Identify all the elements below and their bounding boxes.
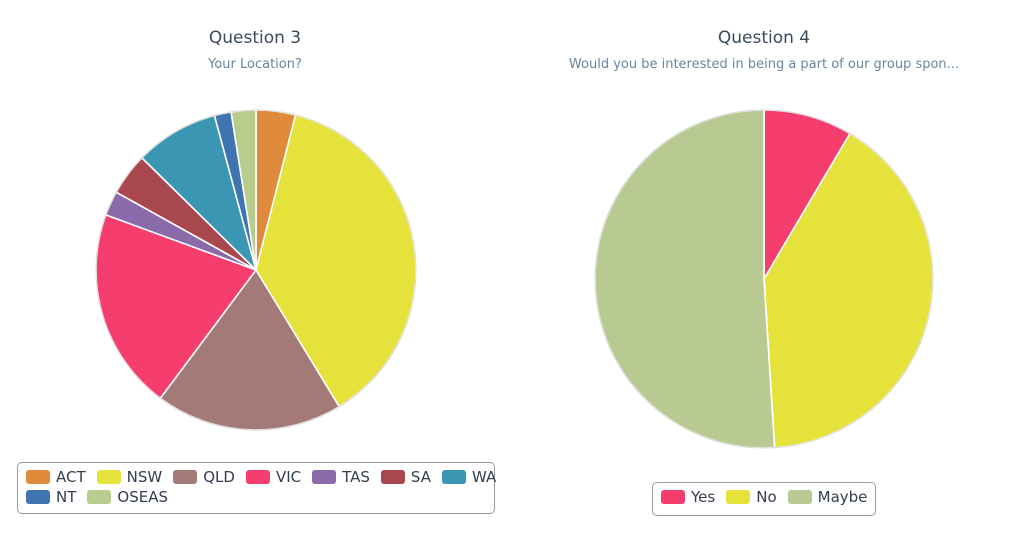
legend-label: OSEAS [117,488,168,506]
legend-item-oseas[interactable]: OSEAS [87,488,168,506]
chart-2-title: Question 4 [717,28,811,48]
legend-row: ACT NSW QLD VIC TAS SA WA [26,467,496,487]
legend-swatch [87,490,112,504]
legend-label: NT [56,488,77,506]
chart-1-pie [95,109,417,431]
legend-item-maybe[interactable]: Maybe [787,488,868,506]
legend-row: Yes No Maybe [661,487,867,507]
legend-swatch [441,470,466,484]
legend-item-tas[interactable]: TAS [312,468,370,486]
legend-label: QLD [203,468,235,486]
chart-2-legend: Yes No Maybe [652,482,876,516]
legend-label: TAS [342,468,370,486]
legend-item-act[interactable]: ACT [26,468,86,486]
legend-swatch [312,470,337,484]
pie-outline [95,109,417,431]
legend-item-qld[interactable]: QLD [173,468,235,486]
legend-item-yes[interactable]: Yes [661,488,715,506]
legend-label: Yes [691,488,716,506]
legend-item-sa[interactable]: SA [380,468,431,486]
legend-swatch [787,490,812,504]
legend-swatch [26,470,50,484]
pie-slice-maybe[interactable] [594,109,776,449]
legend-item-no[interactable]: No [726,488,777,506]
legend-label: WA [471,468,497,486]
legend-swatch [173,470,198,484]
chart-2-pie [594,109,934,449]
legend-label: VIC [275,468,302,486]
legend-item-wa[interactable]: WA [441,468,497,486]
legend-label: SA [410,468,431,486]
chart-1-subtitle: Your Location? [208,57,302,72]
legend-item-vic[interactable]: VIC [245,468,302,486]
legend-swatch [26,490,50,504]
legend-swatch [661,490,685,504]
legend-swatch [726,490,751,504]
legend-swatch [96,470,121,484]
legend-label: ACT [56,468,86,486]
legend-swatch [245,470,270,484]
legend-label: NSW [126,468,163,486]
legend-label: No [756,488,777,506]
chart-2-subtitle: Would you be interested in being a part … [568,57,960,72]
legend-label: Maybe [817,488,868,506]
legend-row: NT OSEAS [26,487,486,507]
chart-1-legend: ACT NSW QLD VIC TAS SA WA NT OSEAS [17,462,496,514]
chart-1-title: Question 3 [208,28,302,48]
legend-item-nt[interactable]: NT [26,488,76,506]
legend-item-nsw[interactable]: NSW [96,468,163,486]
legend-swatch [380,470,405,484]
pie-outline [594,109,934,449]
